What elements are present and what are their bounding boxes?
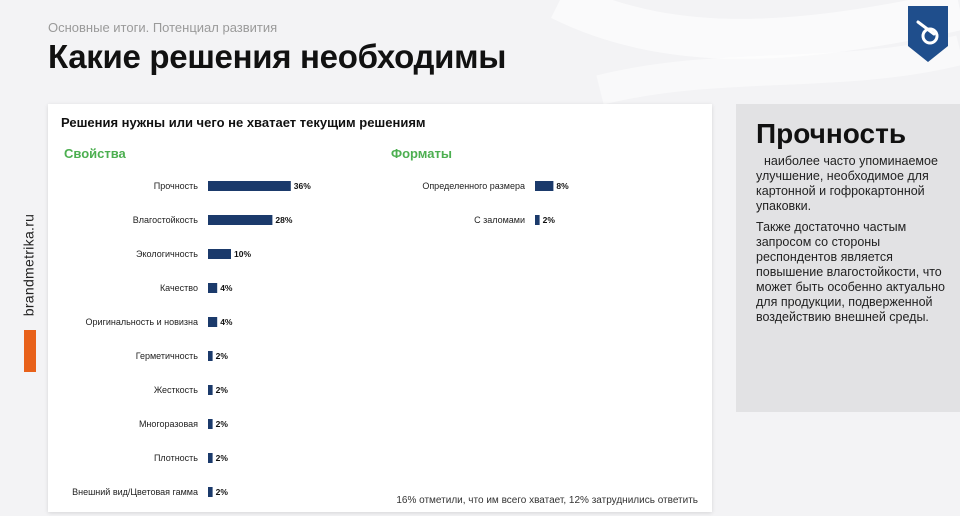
bar-properties-1 bbox=[208, 215, 273, 225]
bar-formats-0 bbox=[535, 181, 554, 191]
bar-properties-5 bbox=[208, 351, 213, 361]
chart-footnote: 16% отметили, что им всего хватает, 12% … bbox=[396, 495, 698, 506]
brand-logo-icon bbox=[908, 6, 948, 62]
category-label-properties-3: Качество bbox=[160, 283, 198, 293]
value-label-properties-2: 10% bbox=[234, 249, 251, 259]
brand-site-label: brandmetrika.ru bbox=[20, 213, 37, 317]
insight-paragraph-2: Также достаточно частым запросом со стор… bbox=[756, 220, 946, 324]
value-label-properties-8: 2% bbox=[216, 453, 229, 463]
category-label-properties-6: Жесткость bbox=[154, 385, 198, 395]
category-label-properties-2: Экологичность bbox=[136, 249, 198, 259]
insight-panel: Прочность наиболее часто упоминаемое улу… bbox=[736, 104, 960, 412]
value-label-formats-0: 8% bbox=[556, 181, 569, 191]
category-label-properties-1: Влагостойкость bbox=[133, 215, 199, 225]
category-label-properties-5: Герметичность bbox=[136, 351, 199, 361]
category-label-formats-0: Определенного размера bbox=[422, 181, 525, 191]
insight-text: наиболее часто упоминаемое улучшение, не… bbox=[756, 154, 952, 331]
value-label-properties-6: 2% bbox=[216, 385, 229, 395]
group-title-formats: Форматы bbox=[391, 146, 452, 161]
value-label-properties-3: 4% bbox=[220, 283, 233, 293]
brand-site-vertical: brandmetrika.ru bbox=[6, 200, 50, 330]
bar-properties-3 bbox=[208, 283, 218, 293]
bar-properties-6 bbox=[208, 385, 213, 395]
value-label-formats-1: 2% bbox=[543, 215, 556, 225]
bar-properties-0 bbox=[208, 181, 291, 191]
bar-properties-7 bbox=[208, 419, 213, 429]
insight-paragraph-1: наиболее часто упоминаемое улучшение, не… bbox=[756, 154, 938, 213]
bar-formats-1 bbox=[535, 215, 540, 225]
bar-properties-2 bbox=[208, 249, 231, 259]
category-label-formats-1: С заломами bbox=[474, 215, 525, 225]
value-label-properties-0: 36% bbox=[294, 181, 311, 191]
bar-properties-9 bbox=[208, 487, 213, 497]
value-label-properties-1: 28% bbox=[275, 215, 292, 225]
category-label-properties-4: Оригинальность и новизна bbox=[86, 317, 198, 327]
category-label-properties-7: Многоразовая bbox=[139, 419, 198, 429]
chart-card: Прочность 36% Влагостойкость 28% Экологичнос… bbox=[48, 104, 712, 512]
accent-bar bbox=[24, 330, 36, 372]
bar-properties-4 bbox=[208, 317, 218, 327]
value-label-properties-4: 4% bbox=[220, 317, 233, 327]
value-label-properties-5: 2% bbox=[216, 351, 229, 361]
insight-title: Прочность bbox=[756, 118, 907, 149]
category-label-properties-9: Внешний вид/Цветовая гамма bbox=[72, 487, 198, 497]
page-title: Какие решения необходимы bbox=[48, 38, 507, 75]
group-title-properties: Свойства bbox=[64, 146, 126, 161]
category-label-properties-8: Плотность bbox=[154, 453, 198, 463]
value-label-properties-7: 2% bbox=[216, 419, 229, 429]
chart-heading: Решения нужны или чего не хватает текущи… bbox=[61, 115, 426, 130]
category-label-properties-0: Прочность bbox=[154, 181, 199, 191]
page-subtitle: Основные итоги. Потенциал развития bbox=[48, 20, 278, 35]
chart-canvas: Прочность 36% Влагостойкость 28% Экологичнос… bbox=[72, 181, 569, 497]
value-label-properties-9: 2% bbox=[216, 487, 229, 497]
bar-properties-8 bbox=[208, 453, 213, 463]
